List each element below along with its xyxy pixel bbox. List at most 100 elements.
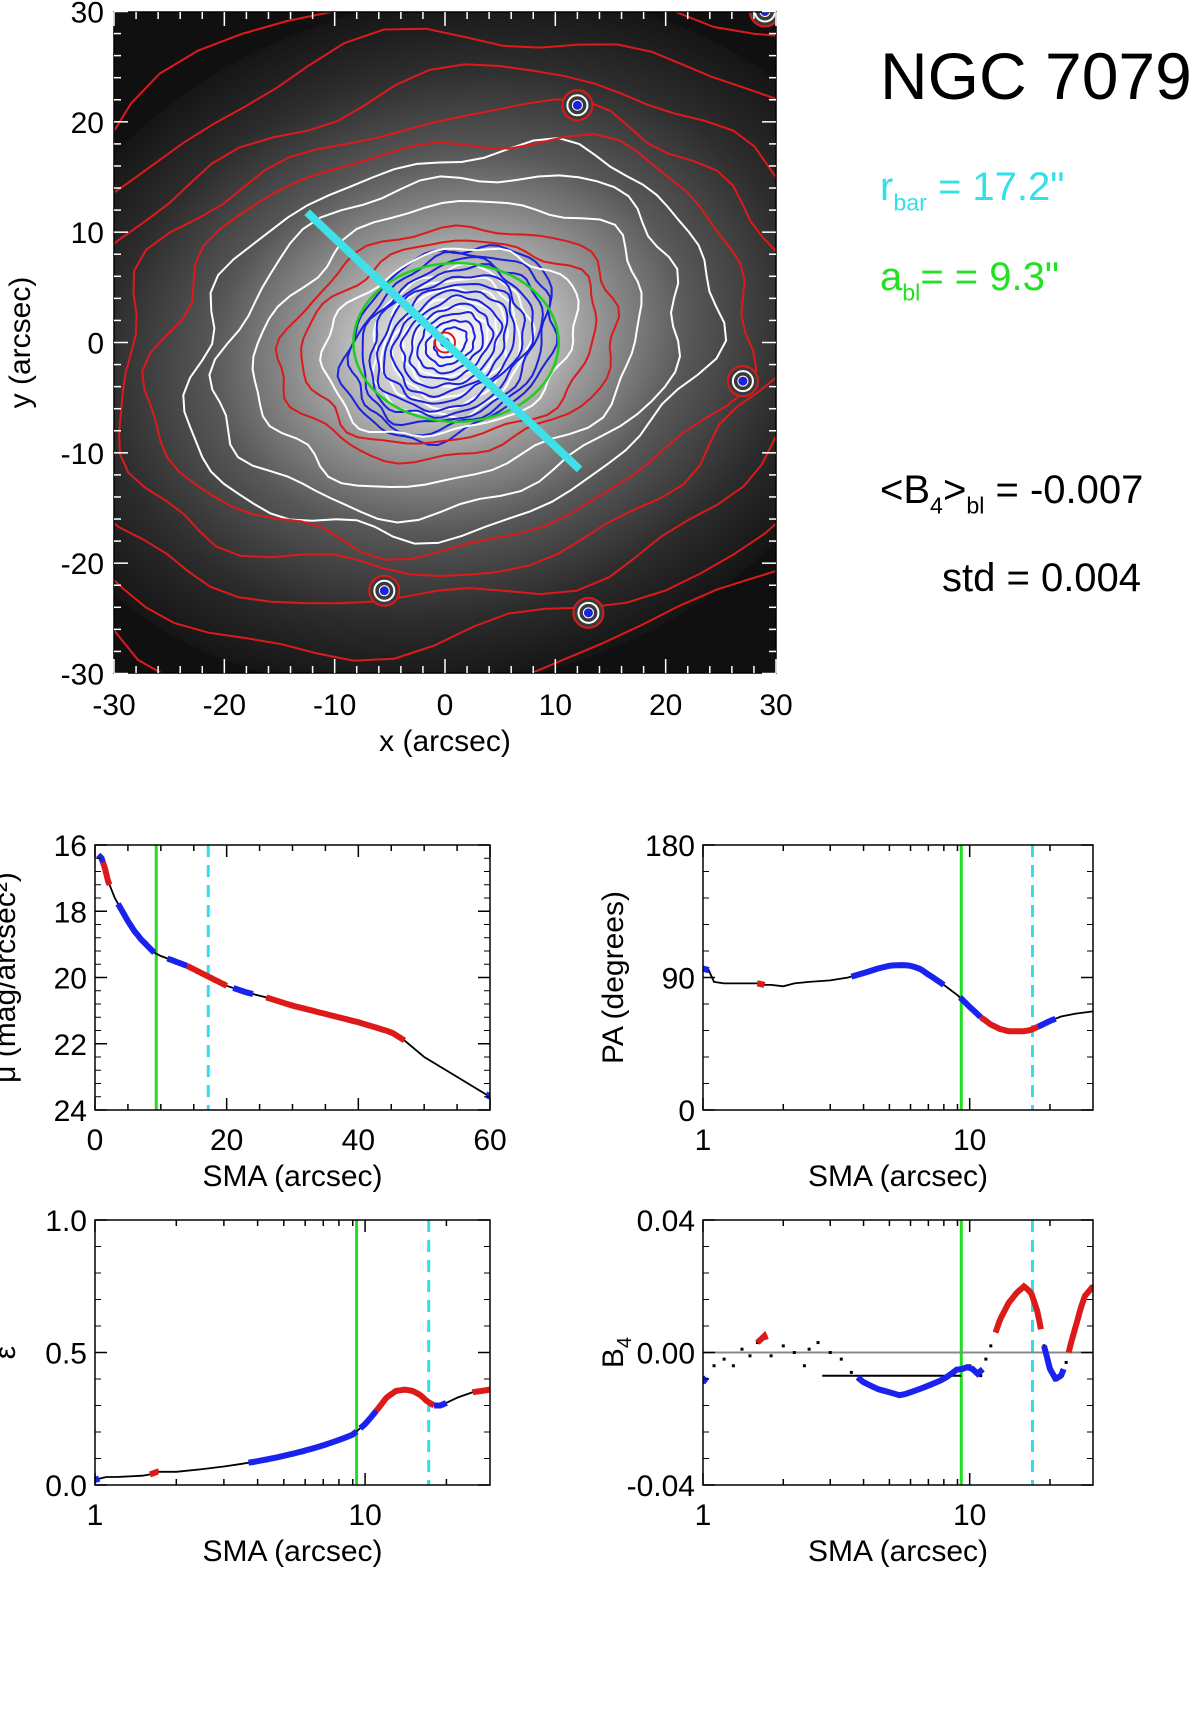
star-core: [759, 12, 771, 17]
y-tick-label: 10: [71, 217, 104, 250]
y-tick-label: 90: [662, 963, 695, 996]
x-tick-label: 10: [953, 1499, 986, 1532]
isophote-segment: [185, 963, 228, 989]
data-point: [769, 1354, 773, 1358]
isophote-contour: [251, 199, 643, 489]
isophote-segment: [1041, 1345, 1067, 1382]
data-point: [748, 1354, 752, 1358]
x-tick-label: -20: [203, 689, 246, 722]
pa-profile-panel: 1 10 0 90 180 SMA (arcsec) PA (degrees): [597, 830, 1094, 1193]
nucleus-contour: [434, 331, 456, 354]
star-core: [737, 375, 749, 387]
y-axis-label: B4: [597, 1337, 636, 1368]
isophote-segment: [756, 980, 766, 988]
isophote-segment: [850, 962, 946, 988]
isophote-segment: [979, 1014, 1040, 1035]
data-point: [979, 1374, 983, 1378]
pa-profile-frame: [702, 844, 1094, 1111]
y-tick-label: 30: [71, 0, 104, 30]
isophote-contour: [114, 12, 776, 673]
isophote-segment: [358, 1408, 379, 1431]
isophote-contour: [375, 274, 527, 413]
isophote-segment: [100, 861, 113, 886]
x-tick-label: 0: [437, 689, 454, 722]
data-point: [1042, 1344, 1046, 1348]
x-tick-label: 1: [87, 1499, 104, 1532]
x-axis-label: SMA (arcsec): [202, 1535, 382, 1568]
y-tick-label: 0.00: [637, 1338, 695, 1371]
star-contour: [566, 94, 589, 117]
pa-profile-plot-area: [703, 845, 1093, 1110]
y-tick-label: -0.04: [627, 1470, 695, 1503]
isophote-contour: [382, 282, 516, 405]
isophote-segment: [166, 955, 189, 969]
isophote-contour: [319, 247, 580, 438]
star-contour: [753, 12, 776, 23]
x-tick-label: 0: [87, 1124, 104, 1157]
galaxy-image-area: [114, 12, 776, 673]
data-point: [849, 1370, 853, 1374]
data-point: [740, 1347, 744, 1351]
data-point: [989, 1344, 993, 1348]
barlens-size-label: abl= = 9.3": [880, 255, 1060, 306]
isophote-segment: [1065, 1284, 1093, 1354]
star-contour: [731, 370, 754, 393]
ellipticity-profile-panel: 1 10 0.0 0.5 1.0 SMA (arcsec) ε: [0, 1205, 491, 1568]
data-point: [828, 1351, 832, 1354]
y-axis-label: ε: [0, 1346, 22, 1359]
y-tick-label: 0.5: [45, 1338, 87, 1371]
b4-profile-panel: 1 10 -0.04 0.00 0.04 SMA (arcsec) B4: [597, 1205, 1094, 1568]
bar-radius-label: rbar = 17.2": [880, 165, 1065, 216]
x-tick-label: 20: [210, 1124, 243, 1157]
isophote-segment: [96, 852, 106, 864]
isophote-contour: [399, 294, 504, 389]
y-tick-label: 0: [678, 1095, 695, 1128]
data-point: [781, 1344, 785, 1348]
x-tick-label: 10: [539, 689, 572, 722]
isophote-segment: [471, 1386, 490, 1396]
isophote-contour: [389, 288, 509, 399]
y-tick-label: 18: [54, 896, 87, 929]
data-point: [712, 1364, 716, 1368]
y-axis-label: y (arcsec): [4, 277, 37, 409]
isophote-contour: [208, 174, 682, 524]
isophote-segment: [265, 994, 407, 1043]
x-tick-label: 30: [759, 689, 792, 722]
ellipticity-profile-plot-area: [95, 1220, 490, 1485]
isophote-contour: [336, 244, 559, 447]
x-axis-label: SMA (arcsec): [202, 1160, 382, 1193]
mu-profile-plot-area: [96, 845, 490, 1110]
mu-profile-panel: 0 20 40 60 16 18 20 22 24 SMA (arcsec) μ (mag/arcs…: [0, 830, 507, 1193]
isophote-segment: [248, 1429, 359, 1466]
data-point: [839, 1357, 843, 1361]
isophote-segment: [434, 1400, 448, 1409]
ellipticity-profile-frame: [94, 1219, 491, 1486]
y-tick-label: -10: [61, 438, 104, 471]
x-tick-label: 10: [953, 1124, 986, 1157]
data-point: [1064, 1360, 1068, 1364]
y-tick-label: 180: [645, 830, 695, 863]
isophote-segment: [1036, 1015, 1057, 1030]
data-point: [807, 1347, 811, 1351]
bar-axis-line: [304, 209, 583, 473]
barlens-ellipse: [352, 261, 560, 424]
y-tick-label: 0.0: [45, 1470, 87, 1503]
x-tick-label: 60: [473, 1124, 506, 1157]
mu-profile-frame: [94, 844, 491, 1111]
y-tick-label: -30: [61, 659, 104, 692]
y-tick-label: 24: [54, 1095, 87, 1128]
data-point: [802, 1364, 806, 1368]
isophote-segment: [148, 1468, 159, 1478]
isophote-contour: [432, 326, 468, 359]
data-point: [722, 1357, 726, 1361]
isophote-segment: [115, 902, 157, 955]
x-axis-label: SMA (arcsec): [808, 1535, 988, 1568]
y-axis-label: PA (degrees): [597, 891, 630, 1064]
isophote-contour: [300, 239, 598, 445]
isophote-segment: [855, 1364, 985, 1399]
star-core: [571, 99, 583, 111]
star-contour: [577, 601, 600, 624]
isophote-contour: [274, 224, 621, 465]
y-tick-label: 16: [54, 830, 87, 863]
